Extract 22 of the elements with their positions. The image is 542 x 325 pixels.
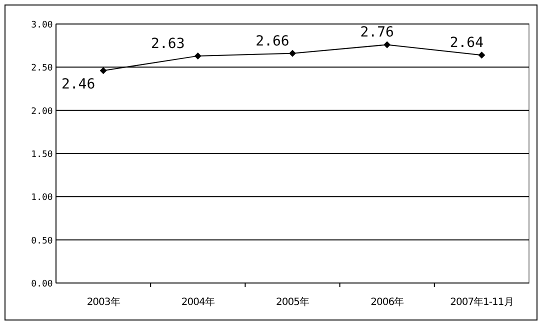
data-label: 2.66 [256, 33, 290, 50]
y-tick-label: 2.00 [31, 106, 53, 117]
data-label: 2.63 [151, 36, 185, 52]
point [478, 52, 486, 59]
y-tick-label: 3.00 [31, 20, 53, 30]
y-tick-label: 1.00 [31, 193, 53, 204]
point [289, 50, 296, 57]
x-tick-label: 2006年 [370, 296, 404, 308]
x-tick-label: 2003年 [86, 296, 120, 308]
y-tick-label: 0.50 [31, 236, 53, 246]
x-tick-label: 2004年 [181, 296, 215, 308]
y-tick-label: 0.00 [31, 280, 53, 290]
x-tick-label: 2005年 [276, 296, 310, 308]
data-label: 2.64 [450, 35, 484, 52]
data-label: 2.76 [360, 24, 394, 41]
point [194, 52, 202, 60]
y-tick-label: 2.50 [31, 64, 53, 74]
point [384, 41, 391, 48]
y-tick-label: 1.50 [31, 150, 53, 160]
point [100, 67, 107, 74]
data-label: 2.46 [61, 76, 96, 93]
x-tick-label: 2007年1-11月 [450, 296, 514, 308]
